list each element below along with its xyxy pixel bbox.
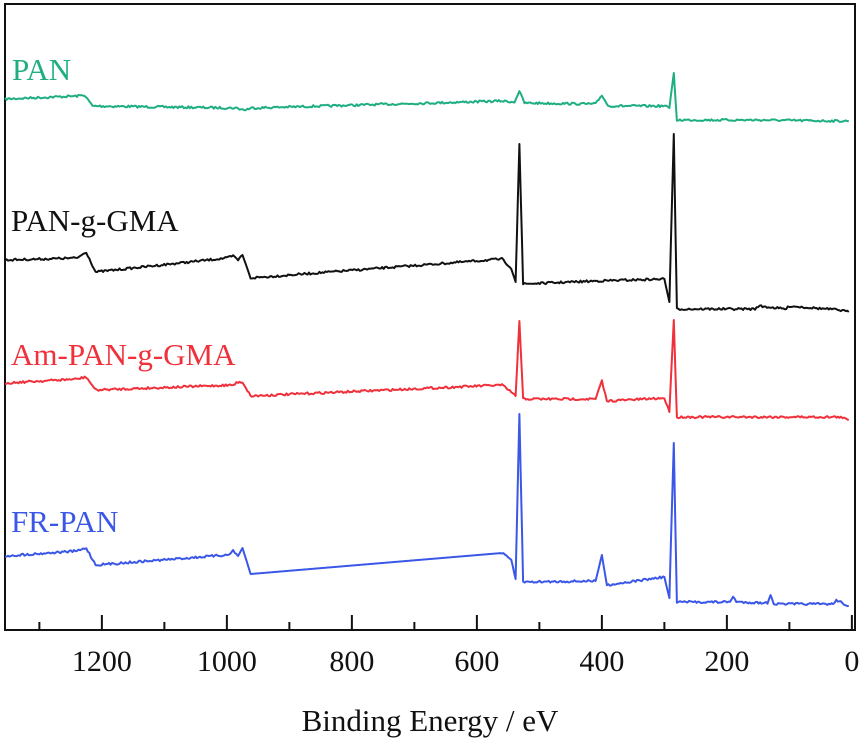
- series-line-fr-pan: [5, 413, 849, 607]
- series-label-pan-g-gma: PAN-g-GMA: [11, 203, 179, 238]
- series-line-am-pan-g-gma: [4, 319, 850, 421]
- x-axis-title: Binding Energy / eV: [302, 703, 559, 738]
- x-tick-label: 200: [704, 645, 749, 678]
- series-line-pan: [4, 72, 849, 123]
- series-line-pan-g-gma: [4, 133, 850, 313]
- series-label-am-pan-g-gma: Am-PAN-g-GMA: [11, 337, 236, 372]
- x-tick-label: 800: [329, 645, 374, 678]
- x-tick-label: 0: [844, 645, 859, 678]
- x-tick-label: 400: [579, 645, 624, 678]
- x-tick-label: 600: [454, 645, 499, 678]
- series-label-fr-pan: FR-PAN: [11, 504, 118, 539]
- x-tick-label: 1000: [197, 645, 257, 678]
- plot-area-frame: [4, 3, 856, 631]
- series-label-pan: PAN: [12, 52, 71, 87]
- x-tick-label: 1200: [72, 645, 132, 678]
